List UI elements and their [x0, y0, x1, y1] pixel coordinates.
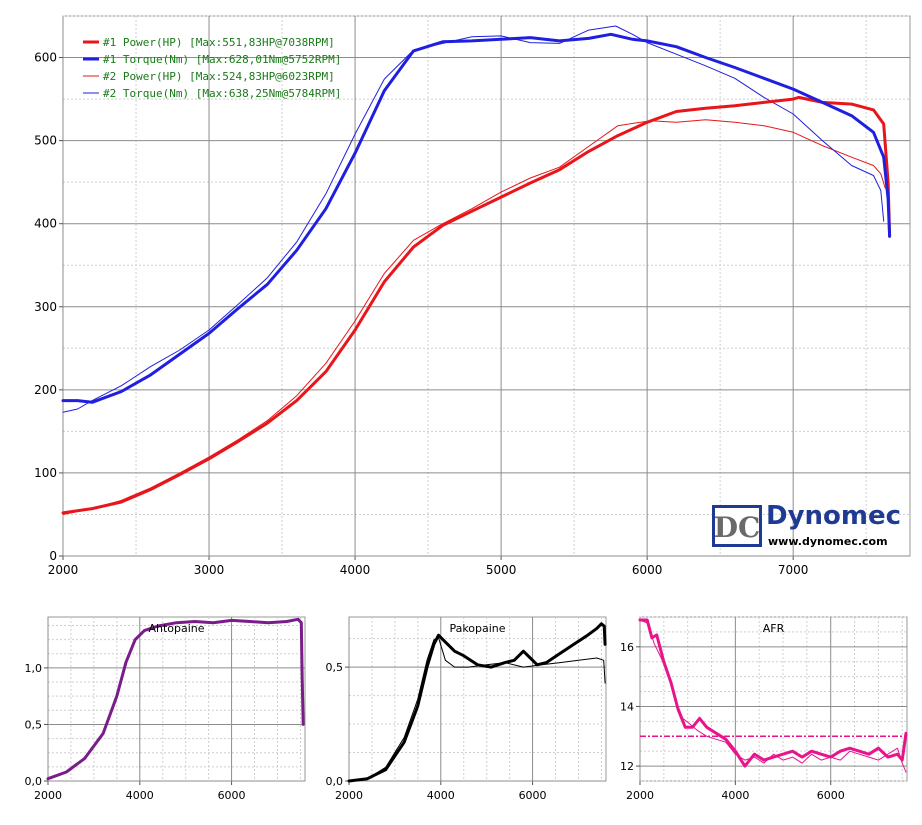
afr-chart: 2000 4000 6000 12 14 16 AFR [620, 616, 908, 802]
y-tick-label: 400 [34, 217, 57, 231]
legend-entry: #1 Power(HP) [Max:551,83HP@7038RPM] [103, 36, 335, 49]
logo-mark-text: DC [714, 511, 761, 544]
legend-entry: #2 Torque(Nm) [Max:638,25Nm@5784RPM] [103, 87, 341, 100]
x-tick-label: 4000 [340, 563, 371, 577]
y-tick-label: 600 [34, 51, 57, 65]
series-line--1-power-hp- [61, 95, 892, 515]
y-tick-label: 0,5 [25, 718, 43, 731]
x-tick-label: 6000 [632, 563, 663, 577]
x-tick-label: 2000 [335, 789, 363, 802]
subplot-title: AFR [763, 622, 785, 635]
y-tick-label: 0,0 [326, 775, 344, 788]
y-tick-label: 200 [34, 383, 57, 397]
x-tick-label: 4000 [721, 789, 749, 802]
plot-area [47, 616, 306, 782]
x-tick-label: 6000 [218, 789, 246, 802]
y-tick-label: 300 [34, 300, 57, 314]
legend-entry: #2 Power(HP) [Max:524,83HP@6023RPM] [103, 70, 335, 83]
boost-pressure-chart: 2000 4000 6000 0,0 0,5 1,0 Ahtopaine [25, 616, 306, 802]
subplot-title: Pakopaine [449, 622, 505, 635]
series-line--1-torque-nm- [61, 32, 892, 404]
logo-brand-text: Dynomec [766, 501, 902, 531]
y-tick-label: 1,0 [25, 662, 43, 675]
series-line-trace-0 [347, 622, 607, 783]
logo-url-text: www.dynomec.com [768, 535, 888, 548]
y-tick-label: 0,5 [326, 661, 344, 674]
x-tick-label: 2000 [48, 563, 79, 577]
series-line-trace-1 [348, 637, 606, 782]
plot-area [62, 15, 911, 557]
y-tick-label: 0 [49, 549, 57, 563]
subplot-title: Ahtopaine [148, 622, 204, 635]
series-line-trace-0 [638, 618, 908, 768]
y-tick-label: 16 [620, 641, 634, 654]
series-line--2-torque-nm- [62, 25, 885, 413]
x-tick-label: 3000 [194, 563, 225, 577]
plot-area [348, 616, 607, 782]
y-tick-label: 14 [620, 700, 634, 713]
main-power-torque-chart: 2000 3000 4000 5000 6000 7000 0 100 200 300 400 500… [34, 15, 911, 577]
y-tick-label: 12 [620, 760, 634, 773]
x-tick-label: 4000 [427, 789, 455, 802]
y-tick-label: 0,0 [25, 775, 43, 788]
y-tick-label: 100 [34, 466, 57, 480]
x-tick-label: 2000 [626, 789, 654, 802]
x-tick-label: 6000 [817, 789, 845, 802]
x-tick-label: 5000 [486, 563, 517, 577]
x-tick-label: 7000 [778, 563, 809, 577]
series-line-trace-0 [46, 617, 305, 781]
x-tick-label: 2000 [34, 789, 62, 802]
x-tick-label: 4000 [126, 789, 154, 802]
dynomec-logo: DC Dynomec www.dynomec.com [712, 501, 901, 549]
y-tick-label: 500 [34, 134, 57, 148]
legend-entry: #1 Torque(Nm) [Max:628,01Nm@5752RPM] [103, 53, 341, 66]
x-tick-label: 6000 [519, 789, 547, 802]
dc-logo-mark: DC [712, 505, 762, 547]
exhaust-pressure-chart: 2000 4000 6000 0,0 0,5 Pakopaine [326, 616, 607, 802]
